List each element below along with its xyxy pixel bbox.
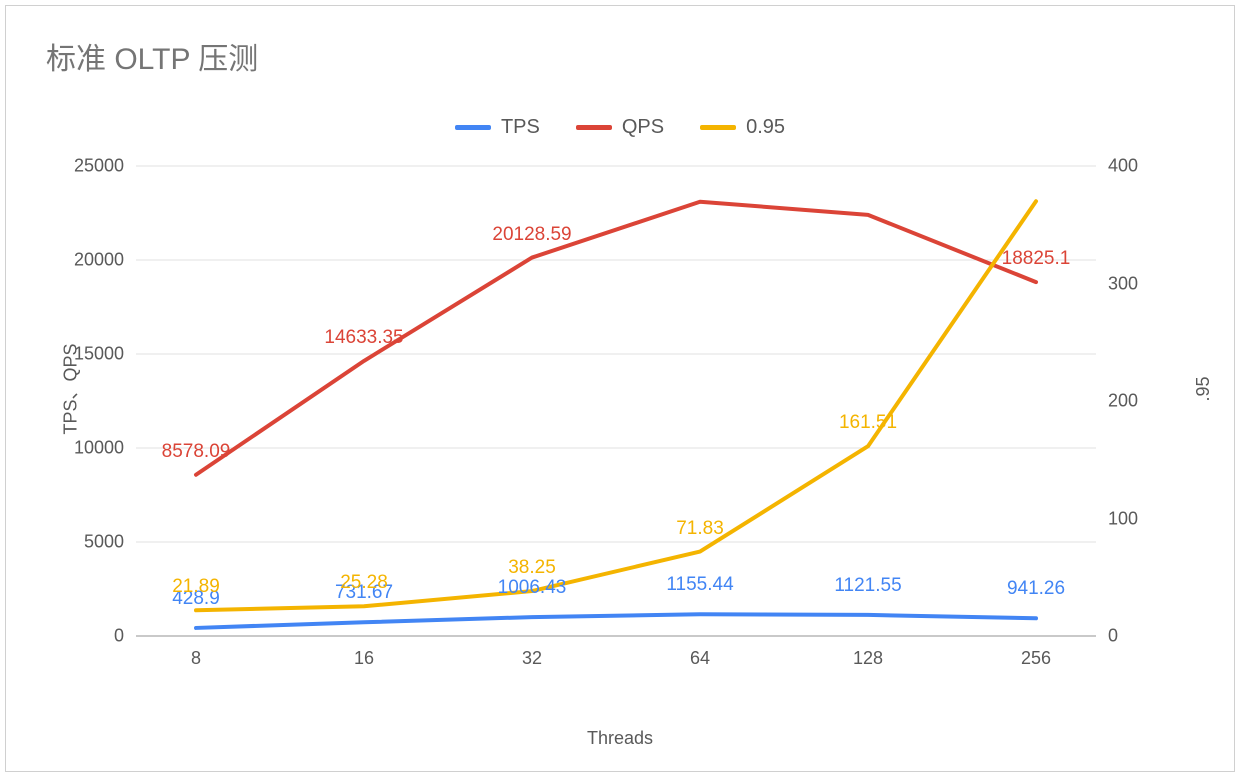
x-tick-label: 16 [354,648,374,669]
chart-title: 标准 OLTP 压测 [46,34,258,78]
y-left-tick-label: 15000 [74,344,124,365]
data-label: 71.83 [676,518,724,540]
y-right-axis-label: .95 [1193,376,1214,401]
data-label: 20128.59 [492,224,571,246]
legend-item: TPS [455,116,540,139]
data-label: 161.51 [839,412,897,434]
x-tick-label: 8 [191,648,201,669]
y-right-tick-label: 200 [1108,391,1138,412]
data-label: 1121.55 [834,575,901,597]
chart-container: 标准 OLTP 压测 TPSQPS0.95 TPS、QPS .95 Thread… [5,5,1235,772]
x-axis-label: Threads [587,728,653,749]
plot-area: 0500010000150002000025000010020030040081… [136,166,1096,636]
y-right-tick-label: 300 [1108,273,1138,294]
legend-swatch [576,125,612,130]
legend-swatch [455,125,491,130]
y-right-tick-label: 0 [1108,626,1118,647]
data-label: 1006.43 [498,577,567,599]
legend-item: 0.95 [700,116,785,139]
data-label: 21.89 [172,576,220,598]
legend-label: 0.95 [746,116,785,139]
data-label: 941.26 [1007,578,1065,600]
legend-swatch [700,125,736,130]
x-tick-label: 32 [522,648,542,669]
legend-item: QPS [576,116,664,139]
y-right-tick-label: 100 [1108,508,1138,529]
x-tick-label: 64 [690,648,710,669]
x-tick-label: 256 [1021,648,1051,669]
y-left-tick-label: 25000 [74,156,124,177]
y-left-tick-label: 0 [114,626,124,647]
y-left-tick-label: 20000 [74,250,124,271]
legend: TPS QPS 0.95 [6,116,1234,139]
data-label: 38.25 [508,557,556,579]
data-label: 1155.44 [666,574,733,596]
data-label: 18825.1 [1002,248,1071,270]
y-left-tick-label: 10000 [74,438,124,459]
y-left-tick-label: 5000 [84,532,124,553]
data-label: 8578.09 [162,441,231,463]
data-label: 25.28 [340,572,388,594]
chart-svg [136,166,1096,636]
legend-label: QPS [622,116,664,139]
data-label: 14633.35 [324,327,403,349]
y-right-tick-label: 400 [1108,156,1138,177]
legend-label: TPS [501,116,540,139]
x-tick-label: 128 [853,648,883,669]
